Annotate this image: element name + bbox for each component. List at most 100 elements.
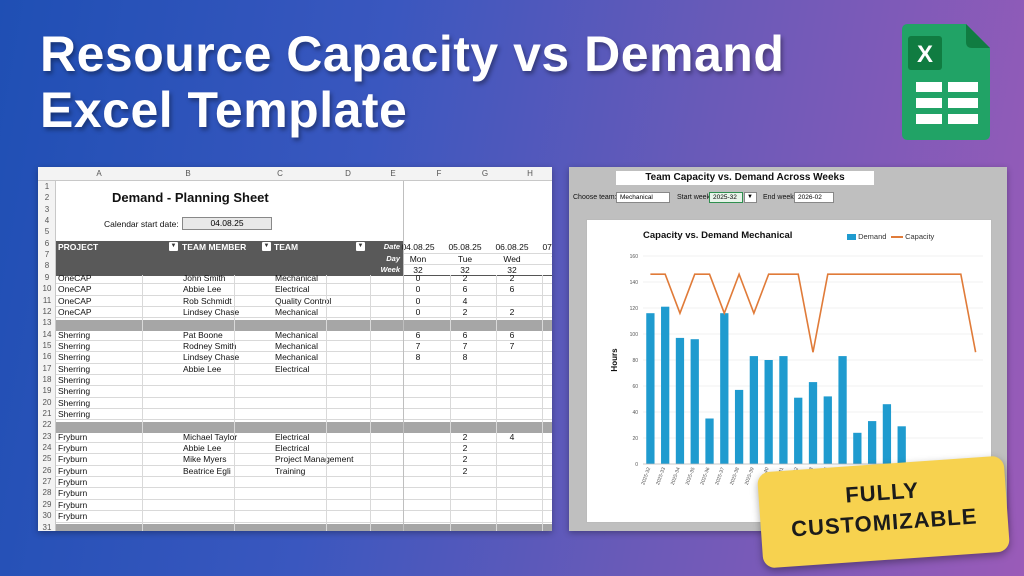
cell-team-member[interactable]: Mike Myers [183, 454, 227, 465]
row-number[interactable]: 30 [42, 511, 52, 521]
cell-project[interactable]: Sherring [58, 329, 91, 340]
cell-hours[interactable]: 2 [462, 431, 468, 442]
cell-hours[interactable]: 8 [415, 352, 421, 363]
cell-project[interactable]: Fryburn [58, 511, 88, 522]
row-number[interactable]: 1 [44, 182, 50, 191]
cell-hours[interactable]: 7 [536, 341, 552, 351]
cell-hours[interactable]: 6 [509, 329, 515, 340]
row-number[interactable]: 22 [42, 420, 52, 430]
cell-team-member[interactable]: Michael Taylor [183, 431, 238, 442]
cell-project[interactable]: Fryburn [58, 465, 88, 476]
cell-hours[interactable]: 6 [462, 284, 468, 295]
cell-project[interactable]: Sherring [58, 340, 91, 351]
cell-team[interactable]: Project Management [275, 454, 354, 465]
cell-hours[interactable]: 6 [509, 284, 515, 295]
cell-team-member[interactable]: John Smith [183, 272, 226, 283]
cell-team-member[interactable]: Abbie Lee [183, 284, 222, 295]
row-number[interactable]: 18 [42, 374, 52, 384]
cell-hours[interactable]: 2 [536, 273, 552, 283]
cell-hours[interactable]: 0 [415, 284, 421, 295]
row-number[interactable]: 21 [42, 409, 52, 418]
cell-hours[interactable]: 7 [509, 340, 515, 351]
column-header-c[interactable]: C [277, 169, 283, 178]
row-number[interactable]: 6 [44, 238, 50, 248]
cell-team-member[interactable]: Beatrice Egli [183, 465, 231, 476]
cell-hours[interactable]: 2 [462, 272, 468, 283]
row-number[interactable]: 26 [42, 465, 52, 475]
row-number[interactable]: 23 [42, 431, 52, 441]
cell-project[interactable]: Sherring [58, 374, 91, 385]
cell-project[interactable]: Fryburn [58, 454, 88, 465]
row-number[interactable]: 24 [42, 443, 52, 453]
row-number[interactable]: 17 [42, 363, 52, 373]
cell-hours[interactable]: 7 [415, 340, 421, 351]
row-number[interactable]: 9 [44, 272, 50, 282]
cell-hours[interactable]: 7 [462, 340, 468, 351]
row-number[interactable]: 15 [42, 340, 52, 350]
cell-team[interactable]: Electrical [275, 431, 310, 442]
column-header-d[interactable]: D [345, 169, 351, 178]
cell-hours[interactable]: 2 [462, 306, 468, 317]
cell-hours[interactable]: 0 [415, 295, 421, 306]
cell-team-member[interactable]: Abbie Lee [183, 363, 222, 374]
calendar-start-input[interactable]: 04.08.25 [182, 217, 272, 230]
start-week-dropdown-icon[interactable]: ▼ [744, 192, 757, 203]
cell-project[interactable]: Fryburn [58, 488, 88, 499]
cell-team[interactable]: Mechanical [275, 329, 318, 340]
column-header-f[interactable]: F [436, 169, 442, 178]
row-number[interactable]: 10 [42, 284, 52, 294]
cell-project[interactable]: OneCAP [58, 306, 92, 317]
cell-project[interactable]: Fryburn [58, 431, 88, 442]
cell-hours[interactable]: 6 [536, 330, 552, 340]
cell-team[interactable]: Electrical [275, 284, 310, 295]
cell-team[interactable]: Quality Control [275, 295, 332, 306]
start-week-input[interactable]: 2025-32 [709, 192, 743, 203]
column-header-a[interactable]: A [96, 169, 102, 178]
cell-hours[interactable]: 6 [462, 329, 468, 340]
row-number[interactable]: 11 [42, 295, 52, 305]
cell-hours[interactable]: 8 [462, 352, 468, 363]
column-header-g[interactable]: G [481, 169, 489, 178]
cell-team-member[interactable]: Pat Boone [183, 329, 223, 340]
row-number[interactable]: 16 [42, 352, 52, 362]
cell-team-member[interactable]: Rodney Smith [183, 340, 237, 351]
cell-team[interactable]: Electrical [275, 443, 310, 454]
cell-team-member[interactable]: Lindsey Chase [183, 306, 240, 317]
cell-team[interactable]: Mechanical [275, 306, 318, 317]
row-number[interactable]: 29 [42, 499, 52, 509]
cell-project[interactable]: Fryburn [58, 499, 88, 510]
cell-project[interactable]: Fryburn [58, 477, 88, 488]
row-number[interactable]: 28 [42, 488, 52, 498]
cell-hours[interactable]: 2 [536, 454, 552, 464]
column-header-e[interactable]: E [390, 169, 396, 178]
cell-project[interactable]: OneCAP [58, 295, 92, 306]
cell-hours[interactable]: 2 [509, 306, 515, 317]
row-number[interactable]: 20 [42, 397, 52, 407]
cell-team-member[interactable]: Rob Schmidt [183, 295, 232, 306]
cell-team-member[interactable]: Lindsey Chase [183, 352, 240, 363]
cell-hours[interactable]: 4 [536, 432, 552, 442]
column-header-b[interactable]: B [185, 169, 191, 178]
row-number[interactable]: 14 [42, 329, 52, 339]
cell-hours[interactable]: 2 [509, 272, 515, 283]
cell-hours[interactable]: 6 [415, 329, 421, 340]
cell-project[interactable]: Sherring [58, 386, 91, 397]
row-number[interactable]: 25 [42, 454, 52, 464]
row-number[interactable]: 27 [42, 477, 52, 487]
cell-team[interactable]: Mechanical [275, 272, 318, 283]
cell-hours[interactable]: 2 [462, 465, 468, 476]
cell-project[interactable]: Sherring [58, 397, 91, 408]
filter-dropdown-team-member[interactable]: ▼ [262, 242, 271, 251]
filter-dropdown-team[interactable]: ▼ [356, 242, 365, 251]
end-week-input[interactable]: 2026-02 [794, 192, 834, 203]
cell-project[interactable]: Fryburn [58, 443, 88, 454]
cell-project[interactable]: Sherring [58, 409, 91, 419]
row-number[interactable]: 19 [42, 386, 52, 396]
filter-dropdown-project[interactable]: ▼ [169, 242, 178, 251]
row-number[interactable]: 2 [44, 193, 50, 203]
cell-hours[interactable]: 2 [536, 307, 552, 317]
planning-sheet[interactable]: A B C D E F G H 1 2 3 4 5 6 7 8 9 10 11 12 13 14 15 16 1… [38, 167, 552, 531]
row-number[interactable]: 4 [44, 216, 50, 226]
cell-hours[interactable]: 0 [415, 306, 421, 317]
column-header-h[interactable]: H [527, 169, 533, 178]
